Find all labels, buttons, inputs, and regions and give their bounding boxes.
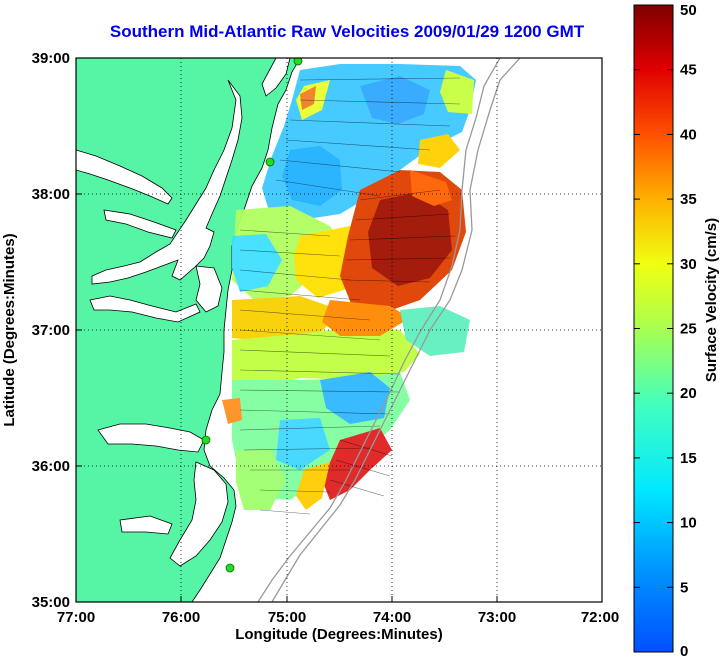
- x-tick-label: 76:00: [162, 609, 200, 626]
- colorbar-tick-label: 15: [680, 450, 697, 467]
- colorbar-tick-label: 40: [680, 126, 697, 143]
- x-tick-label: 74:00: [373, 609, 411, 626]
- albemarle-sound: [97, 423, 205, 453]
- station-marker: [265, 157, 275, 167]
- colorbar-tick-label: 35: [680, 191, 697, 208]
- map-title: Southern Mid-Atlantic Raw Velocities 200…: [109, 22, 585, 41]
- delaware-bay: [261, 58, 291, 97]
- y-tick-label: 38:00: [32, 186, 70, 203]
- y-axis-label: Latitude (Degrees:Minutes): [1, 233, 18, 426]
- colorbar-tick-label: 50: [680, 2, 697, 19]
- x-tick-label: 73:00: [478, 609, 516, 626]
- y-tick-label: 39:00: [32, 50, 70, 67]
- grid-lines: [76, 58, 602, 602]
- colorbar-tick-label: 10: [680, 515, 697, 532]
- james-river: [89, 295, 201, 323]
- colorbar-tick-label: 30: [680, 256, 697, 273]
- colorbar: [633, 4, 674, 653]
- rappahannock: [103, 209, 177, 239]
- x-tick-label: 77:00: [57, 609, 95, 626]
- colorbar-tick-label: 25: [680, 321, 697, 338]
- y-tick-label: 36:00: [32, 458, 70, 475]
- x-tick-label: 75:00: [268, 609, 306, 626]
- colorbar-label: Surface Velocity (cm/s): [703, 218, 720, 382]
- colorbar-tick-label: 0: [680, 643, 688, 659]
- bathymetry-contours: [257, 58, 521, 602]
- bay-mouth: [195, 265, 223, 313]
- x-axis-label: Longitude (Degrees:Minutes): [235, 626, 443, 643]
- pamlico-sound: [169, 461, 229, 567]
- y-tick-label: 35:00: [32, 594, 70, 611]
- station-marker: [201, 435, 211, 445]
- station-marker: [293, 58, 303, 66]
- axis-ticks: [76, 193, 498, 602]
- radar-stations: [201, 58, 303, 573]
- station-marker: [225, 563, 235, 573]
- y-tick-label: 37:00: [32, 322, 70, 339]
- x-tick-label: 72:00: [581, 609, 619, 626]
- barrier-island-water: [119, 515, 173, 535]
- colorbar-tick-label: 5: [680, 579, 688, 596]
- potomac: [76, 149, 173, 205]
- velocity-arrows: [239, 77, 461, 515]
- chesapeake-bay: [91, 79, 243, 285]
- colorbar-tick-label: 20: [680, 385, 697, 402]
- colorbar-tick-label: 45: [680, 62, 697, 79]
